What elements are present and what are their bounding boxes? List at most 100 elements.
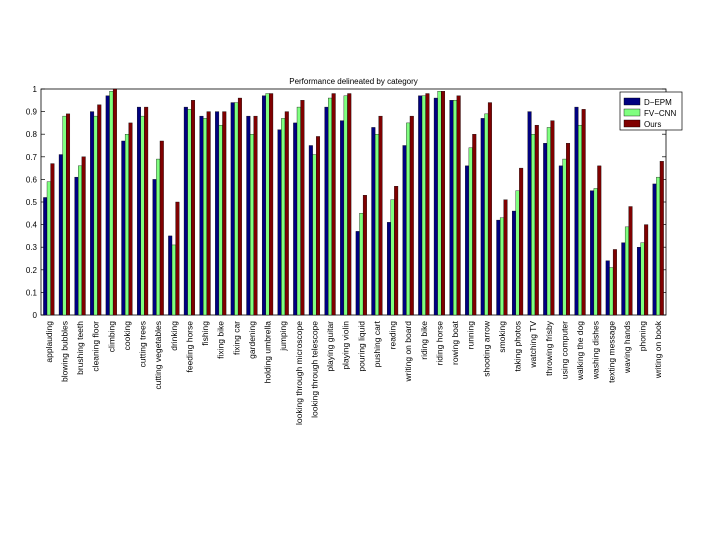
bar-FV−CNN-writing on board <box>406 122 411 316</box>
bar-FV−CNN-riding bike <box>421 95 426 316</box>
bar-Ours-riding bike <box>425 93 430 316</box>
bar-Ours-fishing <box>206 111 211 316</box>
bar-FV−CNN-waving hands <box>624 226 629 316</box>
bar-Ours-walking the dog <box>581 109 586 316</box>
bar-D−EPM-watching TV <box>527 111 532 316</box>
bar-D−EPM-riding bike <box>418 95 423 316</box>
bar-Ours-writing on board <box>409 115 414 316</box>
bar-Ours-brushing teeth <box>81 156 86 316</box>
bar-Ours-playing guitar <box>331 93 336 316</box>
bar-FV−CNN-pushing cart <box>374 134 379 316</box>
x-category-label: throwing frisby <box>544 320 554 376</box>
bar-D−EPM-feeding horse <box>183 106 188 316</box>
x-category-label: fixing bike <box>216 321 226 359</box>
y-tick-label: 0.7 <box>26 153 38 162</box>
bar-Ours-washing dishes <box>597 165 602 316</box>
bar-D−EPM-climbing <box>105 95 110 316</box>
bar-D−EPM-reading <box>386 222 391 316</box>
y-tick-label: 0.4 <box>26 221 38 230</box>
bar-FV−CNN-holding umbrella <box>265 93 270 316</box>
x-category-label: jumping <box>278 321 288 352</box>
bar-D−EPM-looking through microscope <box>293 122 298 316</box>
bar-D−EPM-cutting trees <box>136 106 141 316</box>
bar-FV−CNN-gardening <box>249 134 254 316</box>
bar-FV−CNN-feeding horse <box>187 109 192 316</box>
bar-FV−CNN-jumping <box>281 118 286 316</box>
y-tick-label: 0.5 <box>26 198 38 207</box>
x-category-label: applauding <box>44 321 54 363</box>
bar-FV−CNN-using computer <box>562 158 567 316</box>
bar-D−EPM-fishing <box>199 115 204 316</box>
bar-FV−CNN-riding horse <box>437 91 442 316</box>
x-category-label: looking through telescope <box>309 321 319 418</box>
bar-D−EPM-cooking <box>121 140 126 316</box>
bar-D−EPM-pouring liquid <box>355 231 360 316</box>
y-tick-label: 0.8 <box>26 130 38 139</box>
x-category-label: phoning <box>638 321 648 352</box>
bar-Ours-cutting trees <box>144 106 149 316</box>
bar-D−EPM-cleaning floor <box>90 111 95 316</box>
y-tick-label: 1 <box>33 85 38 94</box>
bar-D−EPM-throwing frisby <box>543 143 548 316</box>
y-tick-label: 0.2 <box>26 266 38 275</box>
y-tick-label: 0.1 <box>26 288 38 297</box>
bar-Ours-blowing bubbles <box>66 113 71 316</box>
bar-FV−CNN-blowing bubbles <box>62 115 67 316</box>
bar-Ours-using computer <box>566 143 571 316</box>
bar-Ours-waving hands <box>628 206 633 316</box>
bar-D−EPM-drinking <box>168 235 173 316</box>
y-tick-label: 0.6 <box>26 175 38 184</box>
bar-Ours-fixing car <box>237 97 242 316</box>
bar-FV−CNN-cleaning floor <box>93 115 98 316</box>
x-category-label: shooting arrow <box>481 320 491 377</box>
bar-Ours-feeding horse <box>191 100 196 316</box>
bar-D−EPM-fixing bike <box>215 111 220 316</box>
bar-Ours-looking through telescope <box>316 136 321 316</box>
x-category-label: watching TV <box>528 321 538 369</box>
bar-FV−CNN-throwing frisby <box>546 127 551 316</box>
x-category-label: taking photos <box>513 321 523 372</box>
bar-D−EPM-writing on board <box>402 145 407 316</box>
bar-FV−CNN-applauding <box>46 181 51 316</box>
bar-FV−CNN-brushing teeth <box>78 165 83 316</box>
x-category-label: playing violin <box>341 321 351 370</box>
bar-FV−CNN-smoking <box>499 217 504 316</box>
legend-swatch-D−EPM <box>623 97 641 106</box>
bar-D−EPM-applauding <box>43 197 48 316</box>
bar-FV−CNN-climbing <box>109 91 114 316</box>
plot-frame <box>40 88 667 316</box>
bar-FV−CNN-drinking <box>171 244 176 316</box>
bar-FV−CNN-playing guitar <box>328 97 333 316</box>
bar-FV−CNN-cooking <box>124 134 129 316</box>
bar-D−EPM-walking the dog <box>574 106 579 316</box>
bar-D−EPM-waving hands <box>621 242 626 316</box>
bar-D−EPM-riding horse <box>433 97 438 316</box>
x-category-label: gardening <box>247 321 257 359</box>
bar-Ours-shooting arrow <box>487 102 492 316</box>
bar-Ours-cleaning floor <box>97 104 102 316</box>
legend-label: D−EPM <box>644 98 672 107</box>
x-category-label: feeding horse <box>184 321 194 373</box>
legend-label: Ours <box>644 120 661 129</box>
chart-title: Performance delineated by category <box>289 77 418 86</box>
x-category-label: climbing <box>106 321 116 352</box>
x-category-label: pushing cart <box>372 320 382 367</box>
y-tick-label: 0.3 <box>26 243 38 252</box>
x-category-label: brushing teeth <box>75 321 85 375</box>
bar-Ours-fixing bike <box>222 111 227 316</box>
x-category-label: fixing car <box>231 321 241 355</box>
bar-FV−CNN-reading <box>390 199 395 316</box>
legend-swatch-Ours <box>623 119 641 128</box>
x-category-label: rowing boat <box>450 320 460 365</box>
bar-FV−CNN-texting message <box>609 267 614 316</box>
bar-Ours-playing violin <box>347 93 352 316</box>
bar-FV−CNN-fixing bike <box>218 124 223 316</box>
x-category-label: running <box>466 321 476 350</box>
bar-FV−CNN-looking through microscope <box>296 106 301 316</box>
x-category-label: using computer <box>559 321 569 379</box>
bar-D−EPM-holding umbrella <box>261 95 266 316</box>
x-category-label: playing guitar <box>325 321 335 372</box>
bar-D−EPM-running <box>465 165 470 316</box>
bar-Ours-pouring liquid <box>362 195 367 316</box>
